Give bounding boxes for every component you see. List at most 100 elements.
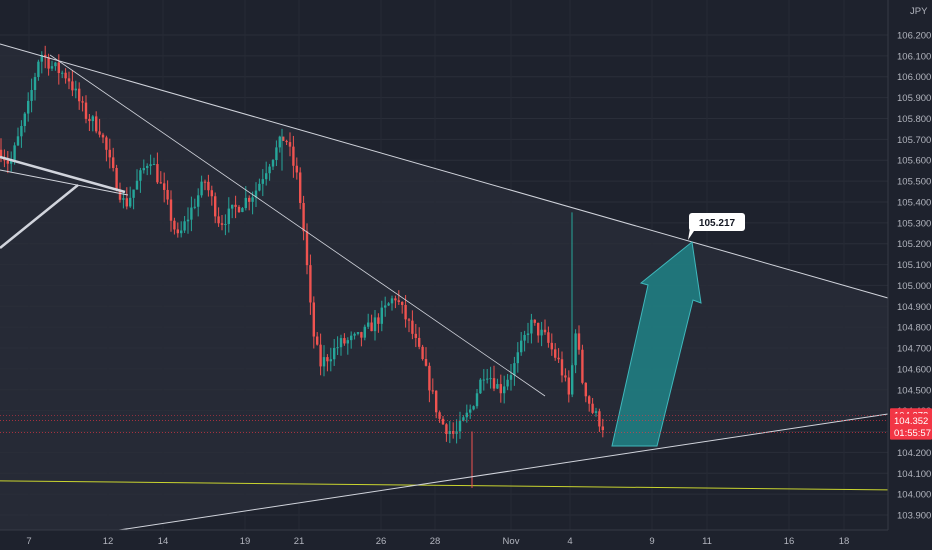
- candle-body: [295, 165, 298, 173]
- candle-body: [499, 384, 502, 394]
- candle-body: [210, 190, 213, 197]
- candle-body: [251, 197, 254, 202]
- candle-body: [234, 204, 237, 207]
- candle-body: [84, 102, 88, 119]
- candle-body: [560, 359, 564, 376]
- candle-body: [248, 197, 251, 202]
- grid: [0, 34, 888, 516]
- candle-body: [540, 329, 543, 336]
- time-axis[interactable]: 7 12 14 19 21 26 28 Nov 4 9 11 16 18: [0, 529, 932, 550]
- candle-body: [577, 333, 581, 350]
- time-tick-label: 18: [839, 536, 850, 547]
- candle-body: [271, 160, 275, 167]
- lower-trendline[interactable]: [0, 413, 889, 549]
- candle-body: [169, 199, 173, 221]
- candle-body: [309, 265, 312, 303]
- candle-body: [193, 206, 196, 208]
- candle-body: [118, 190, 122, 200]
- price-tick-label: 103.900: [897, 511, 931, 522]
- candle-body: [431, 390, 434, 392]
- candle-body: [571, 365, 574, 395]
- candle-body: [183, 221, 186, 231]
- candle-body: [367, 322, 370, 327]
- candle-body: [407, 319, 411, 321]
- candle-body: [146, 165, 149, 169]
- price-tick-label: 106.200: [897, 31, 931, 42]
- candle-body: [363, 326, 366, 338]
- candle-body: [61, 72, 64, 74]
- candle-body: [482, 379, 485, 381]
- candle-body: [275, 147, 278, 161]
- price-axis[interactable]: JPY 106.200 106.100 106.000 105.900 105.800 1…: [887, 0, 932, 550]
- candle-body: [176, 229, 179, 234]
- triangle-shading: [0, 44, 888, 548]
- candle-body: [472, 406, 475, 410]
- trendlines[interactable]: [0, 43, 889, 549]
- candle-body: [584, 382, 587, 397]
- candle-body: [333, 347, 336, 360]
- inner-trendline[interactable]: [49, 54, 546, 397]
- candle-body: [462, 417, 465, 421]
- candle-body: [356, 332, 360, 334]
- candle-body: [108, 149, 111, 158]
- projection-arrow-shape[interactable]: [611, 241, 702, 447]
- candle-body: [285, 140, 288, 143]
- candle-body: [214, 196, 217, 217]
- price-axis-bg: [888, 0, 932, 550]
- candle-body: [533, 319, 536, 323]
- candle-body: [101, 134, 105, 138]
- time-tick-label: Nov: [503, 536, 520, 547]
- candle-body: [305, 231, 309, 266]
- candle-body: [346, 340, 349, 344]
- candle-body: [40, 54, 43, 62]
- left-drawing-line-rising[interactable]: [0, 184, 79, 249]
- candle-body: [588, 396, 591, 404]
- price-tick-label: 104.500: [897, 385, 931, 396]
- candle-body: [105, 137, 108, 150]
- candle-body: [180, 230, 183, 234]
- upper-trendline[interactable]: [0, 43, 889, 299]
- left-drawing-line-thin[interactable]: [0, 169, 129, 196]
- support-level-line[interactable]: [0, 480, 889, 491]
- left-drawing-line[interactable]: [0, 155, 126, 194]
- candle-body: [37, 61, 40, 78]
- candle-body: [125, 198, 128, 207]
- candle-body: [302, 202, 305, 232]
- candle-body: [197, 195, 200, 207]
- candle-body: [322, 357, 326, 367]
- candle-body: [112, 157, 115, 168]
- candle-body: [448, 431, 451, 434]
- price-tick-label: 105.600: [897, 156, 931, 167]
- candle-body: [581, 349, 584, 383]
- callout-label: 105.217: [699, 218, 736, 229]
- candle-body: [557, 357, 560, 360]
- candle-body: [594, 411, 598, 413]
- time-tick-label: 14: [158, 536, 169, 547]
- candle-body: [516, 352, 519, 364]
- candle-body: [506, 379, 509, 387]
- candle-body: [564, 375, 567, 378]
- candle-body: [509, 375, 513, 380]
- candle-body: [159, 182, 162, 184]
- price-tick-label: 104.800: [897, 323, 931, 334]
- candle-body: [254, 190, 258, 198]
- candle-body: [421, 346, 424, 360]
- currency-label: JPY: [910, 6, 928, 17]
- candle-body: [503, 386, 506, 394]
- candle-body: [57, 62, 60, 74]
- callout-pointer: [688, 228, 696, 240]
- candle-body: [513, 363, 516, 376]
- price-tick-label: 105.500: [897, 177, 931, 188]
- candle-body: [601, 426, 604, 431]
- candle-body: [149, 164, 152, 166]
- candle-body: [50, 66, 54, 69]
- price-tick-label: 105.200: [897, 239, 931, 250]
- candle-body: [186, 219, 190, 222]
- candle-body: [98, 131, 101, 135]
- candle-body: [350, 335, 353, 341]
- target-callout: 105.217: [688, 213, 745, 240]
- candle-body: [574, 333, 577, 366]
- projection-arrow[interactable]: [611, 241, 702, 447]
- candle-body: [316, 336, 319, 345]
